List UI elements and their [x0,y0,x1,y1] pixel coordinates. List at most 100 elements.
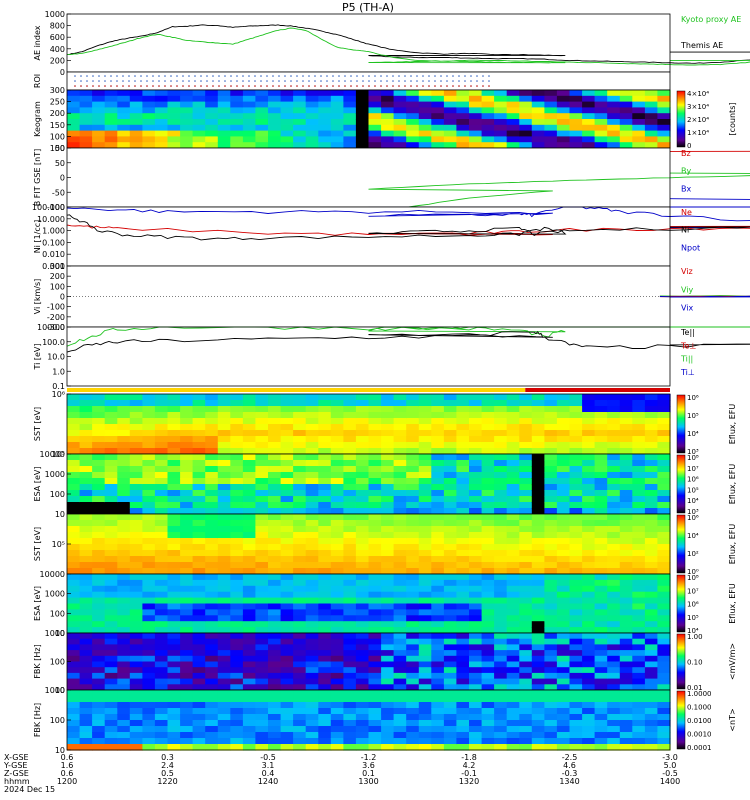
spectrogram-cell [154,579,169,587]
plot-area [67,327,670,386]
spectrogram-cell [167,726,181,733]
spectrogram-cell [519,579,533,587]
spectrogram-cell [280,609,294,616]
spectrogram-cell [607,627,621,634]
spectrogram-cell [318,603,332,610]
spectrogram-cell [368,442,382,449]
footer-value: 1200 [57,777,77,786]
spectrogram-cell [117,672,131,680]
spectrogram-cell [481,621,495,628]
spectrogram-cell [154,638,169,645]
spectrogram-cell [368,418,382,425]
spectrogram-cell [481,696,495,703]
spectrogram-cell [129,650,143,657]
spectrogram-cell [217,113,231,120]
spectrogram-cell [305,714,319,721]
spectrogram-cell [406,574,420,581]
spectrogram-cell [556,526,571,533]
spectrogram-cell [217,585,231,593]
y-axis-label: SST [eV] [33,527,42,561]
spectrogram-cell [393,442,407,449]
spectrogram-cell [180,502,194,509]
spectrogram-cell [619,720,633,727]
spectrogram-cell [406,436,420,443]
spectrogram-cell [79,633,93,640]
spectrogram-cell [355,508,370,515]
spectrogram-cell [79,714,93,721]
spectrogram-cell [632,502,646,509]
spectrogram-cell [205,655,219,663]
ytick-label: 200 [50,272,65,281]
spectrogram-cell [443,714,458,721]
spectrogram-cell [544,726,558,733]
spectrogram-cell [582,502,596,509]
colorbar-label: <mV/m> [728,643,737,680]
spectrogram-cell [79,472,93,479]
spectrogram-cell [531,568,545,575]
spectrogram-cell [268,436,282,443]
spectrogram-cell [242,744,257,751]
spectrogram-cell [469,638,483,645]
spectrogram-cell [330,508,344,515]
spectrogram-cell [280,621,294,628]
ytick-label: 100 [50,716,65,725]
spectrogram-cell [531,550,545,557]
spectrogram-cell [381,532,395,539]
spectrogram-cell [569,142,583,149]
spectrogram-cell [293,603,307,610]
spectrogram-cell [79,690,93,697]
spectrogram-cell [293,532,307,539]
spectrogram-cell [230,627,244,634]
spectrogram-cell [180,130,194,137]
spectrogram-cell [318,496,332,503]
spectrogram-cell [268,609,282,616]
spectrogram-cell [582,478,596,485]
spectrogram-cell [556,574,571,581]
spectrogram-cell [431,484,445,491]
spectrogram-cell [180,738,194,745]
spectrogram-cell [205,526,219,533]
spectrogram-cell [280,107,294,114]
spectrogram-cell [280,738,294,745]
spectrogram-cell [217,574,231,581]
spectrogram-cell [343,119,357,126]
spectrogram-cell [644,585,659,593]
roi-marker [182,80,184,82]
spectrogram-cell [431,585,445,593]
spectrogram-cell [242,672,257,680]
spectrogram-cell [104,667,118,674]
spectrogram-cell [481,579,495,587]
spectrogram-cell [632,412,646,419]
spectrogram-cell [79,615,93,622]
spectrogram-cell [142,406,156,413]
spectrogram-cell [255,142,269,149]
spectrogram-cell [167,442,181,449]
spectrogram-cell [330,568,344,575]
spectrogram-cell [355,95,370,103]
spectrogram-cell [117,650,131,657]
spectrogram-cell [167,621,181,628]
spectrogram-cell [343,526,357,533]
spectrogram-cell [268,708,282,715]
spectrogram-cell [129,460,143,467]
roi-marker [200,85,202,87]
spectrogram-cell [330,496,344,503]
spectrogram-cell [657,720,671,727]
spectrogram-cell [506,130,520,137]
spectrogram-cell [79,424,93,431]
spectrogram-cell [632,672,646,680]
spectrogram-cell [469,101,483,108]
spectrogram-cell [368,136,382,143]
spectrogram-cell [104,508,118,515]
spectrogram-cell [355,579,370,587]
spectrogram-cell [556,508,571,515]
spectrogram-cell [607,638,621,645]
spectrogram-cell [556,667,571,674]
spectrogram-cell [556,609,571,616]
roi-marker [230,85,232,87]
spectrogram-cell [418,113,432,120]
spectrogram-cell [67,696,81,703]
spectrogram-cell [242,603,257,610]
spectrogram-cell [544,430,558,437]
spectrogram-cell [569,650,583,657]
